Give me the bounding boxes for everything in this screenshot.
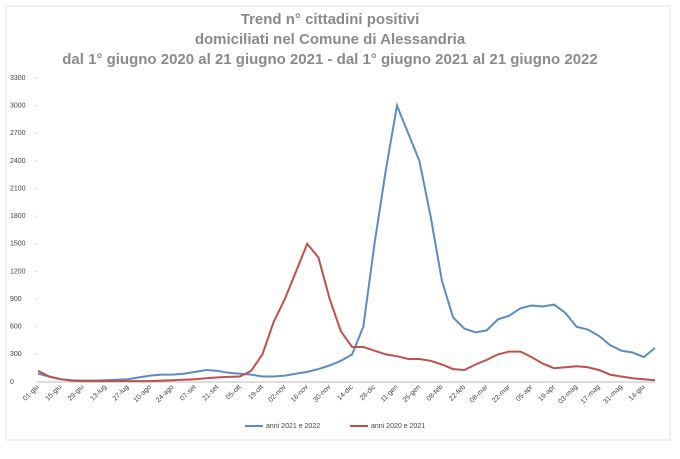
y-tick-label: 2100 [10,185,26,192]
legend-label: anni 2021 e 2022 [266,423,320,430]
chart-subtitle: dal 1° giugno 2020 al 21 giugno 2021 - d… [62,51,598,68]
y-tick-label: 3000 [10,102,26,109]
y-tick-label: 3300 [10,75,26,82]
legend-label: anni 2020 e 2021 [371,423,425,430]
line-series [37,101,656,382]
line-series [37,241,656,383]
y-tick-label: 0 [10,379,14,386]
chart-title: Trend n° cittadini positivi [241,11,420,28]
y-tick-label: 2700 [10,130,26,137]
chart-subtitle: domiciliati nel Comune di Alessandria [195,31,466,48]
y-tick-label: 900 [10,296,22,303]
y-tick-label: 2400 [10,158,26,165]
y-tick-label: 1200 [10,268,26,275]
y-tick-label: 600 [10,324,22,331]
y-tick-label: 1500 [10,241,26,248]
chart-frame [5,5,671,441]
y-tick-label: 300 [10,351,22,358]
y-tick-label: 1800 [10,213,26,220]
